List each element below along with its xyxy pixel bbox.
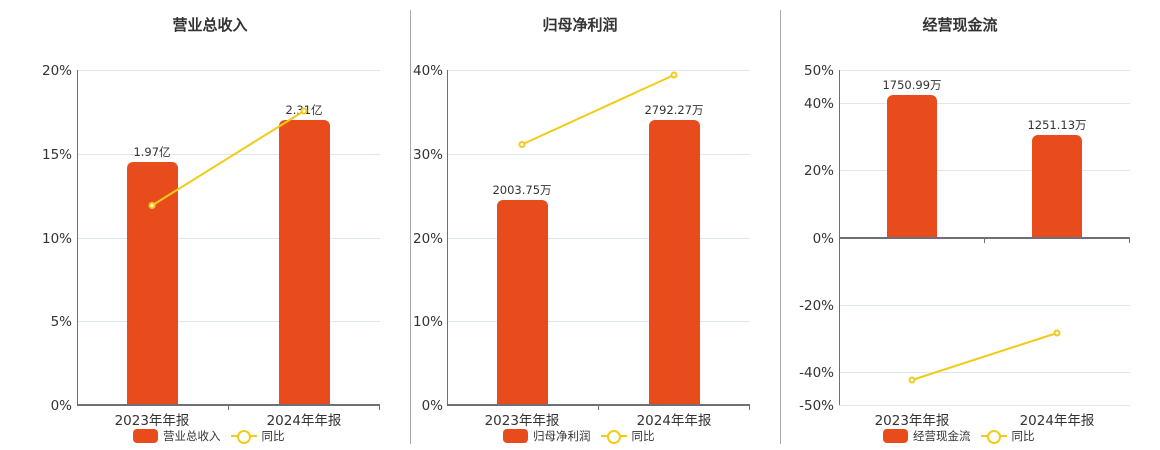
panel-divider-2 bbox=[780, 10, 781, 444]
x-axis-label: 2024年年报 bbox=[267, 413, 342, 429]
svg-text:30%: 30% bbox=[413, 147, 443, 163]
legend-label-line[interactable]: 同比 bbox=[1011, 429, 1035, 443]
svg-text:10%: 10% bbox=[413, 314, 443, 330]
bar-value-label: 2792.27万 bbox=[644, 103, 703, 117]
yoy-line bbox=[911, 332, 1058, 381]
legend-label-bar[interactable]: 营业总收入 bbox=[163, 429, 221, 443]
yoy-line bbox=[151, 110, 305, 207]
legend-net-profit: 归母净利润 同比 bbox=[503, 428, 655, 444]
svg-text:20%: 20% bbox=[42, 63, 72, 79]
svg-text:-40%: -40% bbox=[799, 365, 834, 381]
line-legend-circle-icon[interactable] bbox=[600, 429, 627, 444]
x-axis-label: 2023年年报 bbox=[115, 413, 190, 429]
svg-text:0%: 0% bbox=[422, 398, 444, 414]
bar-2023-base bbox=[127, 380, 178, 405]
bar-2023-base bbox=[497, 380, 548, 405]
bar-legend-swatch-icon[interactable] bbox=[883, 429, 908, 443]
svg-text:-50%: -50% bbox=[799, 398, 834, 414]
bar-2024-base bbox=[1032, 215, 1082, 238]
yoy-point[interactable] bbox=[300, 107, 308, 115]
y-axis-labels: 20% 15% 10% 5% 0% bbox=[42, 63, 72, 414]
bar-2024[interactable] bbox=[279, 120, 330, 405]
svg-text:50%: 50% bbox=[804, 63, 834, 79]
x-axis-label: 2023年年报 bbox=[485, 413, 560, 429]
svg-text:0%: 0% bbox=[813, 231, 835, 247]
bar-legend-swatch-icon[interactable] bbox=[133, 429, 158, 443]
x-axis-label: 2024年年报 bbox=[637, 413, 712, 429]
bar-2024[interactable] bbox=[1032, 135, 1082, 238]
bar-2023-base bbox=[887, 215, 937, 238]
svg-text:0%: 0% bbox=[51, 398, 73, 414]
bar-2023[interactable] bbox=[127, 162, 178, 405]
bar-legend-swatch-icon[interactable] bbox=[503, 429, 528, 443]
yoy-point[interactable] bbox=[1053, 329, 1061, 337]
x-axis-ticks bbox=[228, 405, 380, 410]
line-legend-circle-icon[interactable] bbox=[980, 429, 1007, 444]
yoy-point[interactable] bbox=[518, 141, 526, 148]
legend-operating-cash-flow: 经营现金流 同比 bbox=[883, 428, 1035, 444]
y-axis-labels: 40% 30% 20% 10% 0% bbox=[413, 63, 443, 414]
x-axis-ticks bbox=[984, 238, 1130, 243]
y-axis-labels: 50% 40% 20% 0% -20% -40% -50% bbox=[799, 63, 834, 414]
bar-2024-base bbox=[649, 380, 700, 405]
svg-text:40%: 40% bbox=[413, 63, 443, 79]
x-axis-ticks bbox=[598, 405, 750, 410]
chart-title-revenue: 营业总收入 bbox=[172, 16, 248, 34]
legend-revenue: 营业总收入 同比 bbox=[133, 428, 285, 444]
line-legend-circle-icon[interactable] bbox=[230, 429, 257, 444]
bar-value-label: 1251.13万 bbox=[1027, 118, 1086, 132]
svg-text:20%: 20% bbox=[804, 163, 834, 179]
svg-text:15%: 15% bbox=[42, 147, 72, 163]
yoy-line bbox=[521, 74, 675, 146]
legend-label-bar[interactable]: 经营现金流 bbox=[913, 429, 971, 443]
bar-2024-base bbox=[279, 380, 330, 405]
yoy-point[interactable] bbox=[908, 376, 916, 384]
x-axis-label: 2024年年报 bbox=[1020, 413, 1095, 429]
bar-2023[interactable] bbox=[887, 95, 937, 238]
legend-label-line[interactable]: 同比 bbox=[631, 429, 655, 443]
svg-text:-20%: -20% bbox=[799, 298, 834, 314]
chart-title-operating-cash-flow: 经营现金流 bbox=[922, 16, 998, 34]
panel-divider-1 bbox=[410, 10, 411, 444]
bar-value-label: 1750.99万 bbox=[882, 78, 941, 92]
x-axis-label: 2023年年报 bbox=[875, 413, 950, 429]
svg-text:20%: 20% bbox=[413, 231, 443, 247]
yoy-point[interactable] bbox=[670, 71, 678, 79]
legend-label-line[interactable]: 同比 bbox=[261, 429, 285, 443]
bar-2023[interactable] bbox=[497, 200, 548, 405]
bar-2024[interactable] bbox=[649, 120, 700, 405]
yoy-point[interactable] bbox=[148, 202, 156, 209]
svg-text:5%: 5% bbox=[51, 314, 73, 330]
svg-text:10%: 10% bbox=[42, 231, 72, 247]
legend-label-bar[interactable]: 归母净利润 bbox=[533, 429, 591, 443]
bar-value-label: 1.97亿 bbox=[133, 145, 170, 159]
chart-title-net-profit: 归母净利润 bbox=[542, 16, 618, 34]
svg-text:40%: 40% bbox=[804, 96, 834, 112]
bar-value-label: 2003.75万 bbox=[492, 183, 551, 197]
